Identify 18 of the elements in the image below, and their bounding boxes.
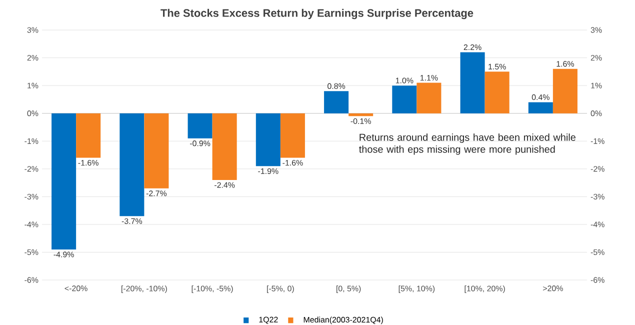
bar: [348, 113, 374, 116]
bar: [52, 113, 76, 250]
bar: [416, 82, 442, 114]
bar: [392, 86, 417, 114]
bar: [484, 72, 510, 114]
annotation: Returns around earnings have been mixed while those with eps missing were more punished: [359, 134, 576, 155]
bar: [552, 68, 578, 114]
bar: [212, 113, 237, 180]
chart-title: The Stocks Excess Return by Earnings Surprise Percentage: [160, 8, 474, 20]
bar: [76, 113, 101, 158]
bar: [280, 113, 305, 158]
bar: [460, 52, 485, 114]
bar: [324, 91, 349, 114]
bar: [188, 113, 212, 138]
bar: [144, 113, 169, 188]
bar: [120, 113, 144, 216]
bar: [528, 102, 553, 114]
bar: [256, 113, 280, 166]
